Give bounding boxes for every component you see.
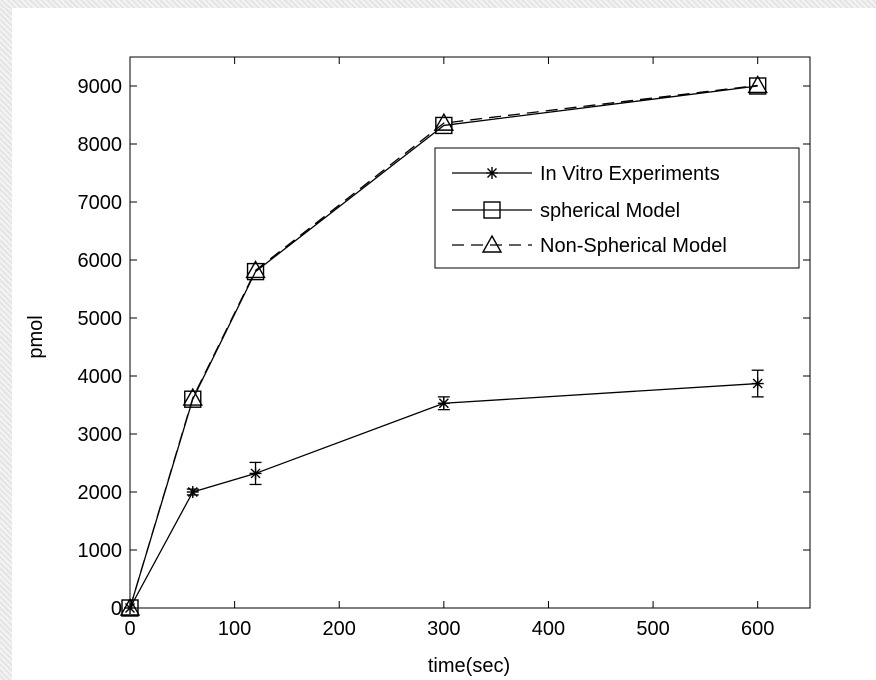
- x-tick-label: 500: [636, 618, 669, 640]
- window-edge-left: [0, 0, 12, 680]
- legend-label-non-spherical: Non-Spherical Model: [540, 235, 727, 257]
- data-point-triangle: [433, 112, 455, 131]
- y-tick-label: 5000: [78, 308, 123, 330]
- data-point-square: [748, 77, 767, 95]
- y-tick-label: 6000: [78, 250, 123, 272]
- x-tick-label: 600: [741, 618, 774, 640]
- x-tick-label: 300: [427, 618, 460, 640]
- legend-marker-asterisk: [486, 167, 498, 179]
- series-non-spherical: [119, 74, 768, 616]
- series-line-spherical: [129, 85, 758, 609]
- y-tick-label: 4000: [78, 366, 123, 388]
- data-point-triangle: [747, 74, 768, 94]
- legend-box: [434, 147, 800, 269]
- data-point-square: [246, 262, 265, 281]
- y-tick-label: 8000: [78, 134, 123, 156]
- legend-label-spherical: spherical Model: [540, 200, 680, 222]
- y-tick-label: 3000: [78, 424, 123, 446]
- x-tick-label: 400: [532, 618, 565, 640]
- data-point-asterisk: [249, 467, 262, 480]
- data-point-square: [184, 390, 202, 408]
- y-tick-label: 1000: [78, 540, 123, 562]
- window-edge-top: [0, 0, 876, 8]
- legend-marker-square: [483, 201, 501, 219]
- series-in-vitro: [124, 369, 764, 614]
- data-point-triangle: [245, 260, 266, 279]
- y-tick-label: 9000: [78, 76, 123, 98]
- y-tick-label: 0: [111, 598, 122, 620]
- legend-label-in-vitro: In Vitro Experiments: [540, 163, 720, 185]
- x-tick-label: 200: [323, 618, 356, 640]
- legend-entry-in-vitro: In Vitro Experiments: [452, 163, 720, 185]
- data-point-asterisk: [751, 377, 764, 390]
- y-tick-label: 2000: [78, 482, 123, 504]
- series-spherical: [121, 77, 767, 617]
- x-tick-label: 0: [124, 618, 135, 640]
- x-axis-label: time(sec): [428, 655, 510, 677]
- legend-entry-non-spherical: Non-Spherical Model: [452, 234, 727, 257]
- data-point-triangle: [119, 597, 141, 616]
- legend-entry-spherical: spherical Model: [452, 200, 680, 222]
- plot-area: [129, 56, 811, 609]
- y-tick-label: 7000: [78, 192, 123, 214]
- x-tick-label: 100: [218, 618, 251, 640]
- data-point-asterisk: [186, 486, 199, 498]
- axis-ticks: 0 100 200 300 400 500 600010002000300040005000…: [78, 57, 810, 640]
- y-axis-label: pmol: [25, 315, 47, 358]
- legend: In Vitro Experiments spherical Model Non…: [434, 147, 800, 269]
- data-point-triangle: [182, 387, 203, 406]
- data-point-square: [435, 116, 453, 135]
- series-line-non-spherical: [129, 84, 758, 609]
- data-point-asterisk: [437, 397, 450, 410]
- legend-marker-triangle: [481, 234, 503, 253]
- series-layer: [119, 74, 768, 617]
